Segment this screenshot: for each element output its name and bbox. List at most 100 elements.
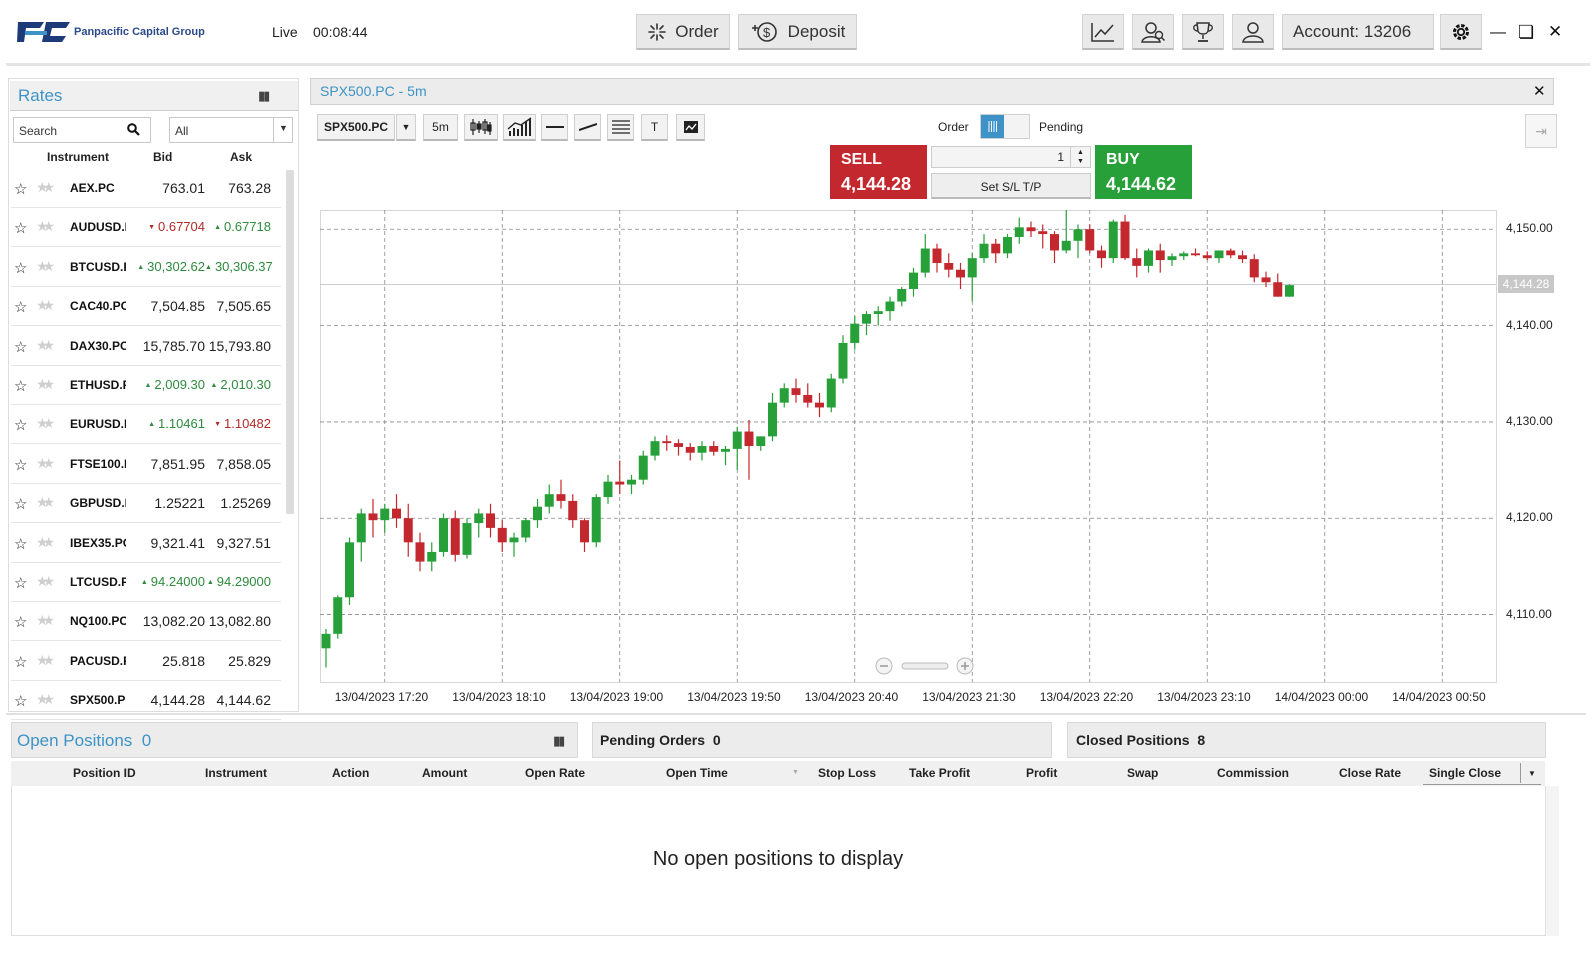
toggle-knob[interactable]	[981, 115, 1004, 138]
close-mode-select[interactable]	[1423, 762, 1541, 785]
symbol-select[interactable]: SPX500.PC	[317, 114, 395, 141]
rates-filter-select[interactable]: All	[169, 117, 293, 143]
alert-icon[interactable]: ★★	[36, 454, 55, 471]
favorite-star-icon[interactable]: ☆	[14, 299, 28, 317]
col-swap[interactable]: Swap	[1127, 766, 1159, 780]
rate-row[interactable]: ☆★★AUDUSD.PC▼0.67704▲0.67718	[11, 208, 281, 248]
symbol-dropdown-icon[interactable]: ▼	[396, 114, 416, 141]
chart-tab[interactable]	[310, 78, 1554, 105]
bid-price[interactable]: 25.818	[129, 653, 205, 669]
col-take-profit[interactable]: Take Profit	[909, 766, 971, 780]
chart-type-button[interactable]	[464, 114, 498, 141]
alert-icon[interactable]: ★★	[36, 257, 55, 274]
rates-scrollbar[interactable]	[286, 170, 294, 514]
account-selector[interactable]: Account: 13206	[1282, 14, 1434, 50]
close-chart-icon[interactable]: ✕	[1533, 83, 1546, 100]
maximize-icon[interactable]: ❏	[1518, 22, 1535, 42]
alert-icon[interactable]: ★★	[36, 651, 55, 668]
rate-row[interactable]: ☆★★ETHUSD.PC▲2,009.30▲2,010.30	[11, 366, 281, 405]
rate-row[interactable]: ☆ ★★ GBPUSD.PC 1.25221 1.25269	[11, 484, 281, 524]
stepper-arrows-icon[interactable]: ▲ ▼	[1070, 147, 1090, 167]
ask-price[interactable]: 1.25269	[205, 495, 271, 511]
bid-price[interactable]: ▲ 1.10461	[129, 416, 205, 431]
zoom-slider[interactable]	[874, 656, 978, 676]
leaderboard-button[interactable]	[1182, 14, 1224, 50]
alert-icon[interactable]: ★★	[36, 612, 55, 629]
deposit-button[interactable]: $ Deposit	[738, 14, 857, 50]
chevron-down-icon[interactable]: ▼	[279, 123, 288, 133]
favorite-star-icon[interactable]: ☆	[14, 535, 28, 553]
alert-icon[interactable]: ★★	[36, 533, 55, 550]
rate-row[interactable]: ☆★★LTCUSD.PC▲94.24000▲94.29000	[11, 563, 281, 602]
pending-orders-tab[interactable]	[592, 722, 1052, 758]
rate-row[interactable]: ☆ ★★ FTSE100.PC 7,851.95 7,858.05	[11, 445, 281, 484]
bid-price[interactable]: 15,785.70	[129, 338, 205, 354]
bid-price[interactable]: 7,851.95	[129, 456, 206, 472]
bid-price[interactable]: ▲ 2,009.30	[129, 377, 205, 392]
alert-icon[interactable]: ★★	[36, 573, 55, 589]
timeframe-button[interactable]: 5m	[423, 114, 458, 141]
chevron-down-icon[interactable]: ▼	[1528, 769, 1536, 778]
ask-price[interactable]: 25.829	[205, 653, 271, 669]
candlestick-chart[interactable]	[320, 210, 1500, 685]
rate-row[interactable]: ☆ ★★ NQ100.PC 13,082.20 13,082.80	[11, 602, 281, 642]
buy-button[interactable]: BUY 4,144.62	[1095, 145, 1192, 199]
favorite-star-icon[interactable]: ☆	[14, 693, 28, 711]
order-button[interactable]: Order	[636, 14, 730, 50]
alert-icon[interactable]: ★★	[36, 179, 55, 195]
ask-price[interactable]: 13,082.80	[205, 613, 271, 629]
horizontal-line-tool[interactable]	[541, 114, 568, 141]
ask-price[interactable]: 4,144.62	[205, 692, 272, 708]
col-stop-loss[interactable]: Stop Loss	[818, 766, 877, 780]
col-profit[interactable]: Profit	[1026, 766, 1058, 780]
community-button[interactable]	[1132, 14, 1174, 50]
charts-button[interactable]	[1082, 14, 1124, 50]
ask-price[interactable]: ▲ 30,306.37	[205, 259, 273, 274]
favorite-star-icon[interactable]: ☆	[14, 456, 28, 474]
ask-price[interactable]: 7,505.65	[205, 298, 272, 314]
ask-price[interactable]: 9,327.51	[205, 535, 272, 551]
favorite-star-icon[interactable]: ☆	[14, 575, 28, 592]
rate-row[interactable]: ☆ ★★ SPX500.PC 4,144.28 4,144.62	[11, 681, 281, 721]
col-position-id[interactable]: Position ID	[73, 766, 136, 780]
col-commission[interactable]: Commission	[1217, 766, 1290, 780]
minimize-icon[interactable]: —	[1490, 24, 1506, 41]
rate-row[interactable]: ☆ ★★ IBEX35.PC 9,321.41 9,327.51	[11, 524, 281, 563]
close-icon[interactable]: ✕	[1548, 22, 1563, 41]
rate-row[interactable]: ☆ ★★ PACUSD.PC 25.818 25.829	[11, 642, 281, 681]
ask-price[interactable]: 7,858.05	[205, 456, 272, 472]
ask-price[interactable]: ▲ 2,010.30	[205, 377, 271, 392]
bid-price[interactable]: ▼ 0.67704	[129, 219, 205, 234]
col-open-time[interactable]: Open Time	[666, 766, 728, 780]
columns-icon[interactable]: ▮▮	[258, 88, 270, 103]
favorite-star-icon[interactable]: ☆	[14, 378, 28, 395]
bid-price[interactable]: 13,082.20	[129, 613, 205, 629]
alert-icon[interactable]: ★★	[36, 494, 55, 511]
bid-price[interactable]: 9,321.41	[129, 535, 206, 551]
quantity-stepper[interactable]: 1	[931, 146, 1091, 168]
text-tool[interactable]: T	[641, 114, 668, 141]
ask-price[interactable]: 763.28	[205, 180, 271, 196]
col-instrument[interactable]: Instrument	[205, 766, 268, 780]
alert-icon[interactable]: ★★	[36, 336, 55, 353]
set-sl-tp-button[interactable]: Set S/L T/P	[931, 173, 1091, 199]
settings-button[interactable]	[1440, 14, 1482, 50]
sell-button[interactable]: SELL 4,144.28	[830, 145, 927, 199]
alert-icon[interactable]: ★★	[36, 376, 55, 392]
bid-price[interactable]: 1.25221	[129, 495, 205, 511]
snapshot-tool[interactable]	[676, 114, 705, 141]
bid-price[interactable]: 7,504.85	[129, 298, 206, 314]
favorite-star-icon[interactable]: ☆	[14, 259, 28, 277]
favorite-star-icon[interactable]: ☆	[14, 496, 28, 514]
favorite-star-icon[interactable]: ☆	[14, 220, 28, 238]
favorite-star-icon[interactable]: ☆	[14, 653, 28, 671]
col-amount[interactable]: Amount	[422, 766, 468, 780]
rate-row[interactable]: ☆★★BTCUSD.PC▲30,302.62▲30,306.37	[11, 248, 281, 287]
indicators-button[interactable]	[503, 114, 536, 141]
favorite-star-icon[interactable]: ☆	[14, 181, 28, 198]
bid-price[interactable]: 4,144.28	[129, 692, 206, 708]
open-positions-tab[interactable]	[11, 722, 578, 758]
bid-price[interactable]: ▲ 94.24000	[129, 574, 205, 589]
rate-row[interactable]: ☆ ★★ AEX.PC 763.01 763.28	[11, 169, 281, 208]
col-action[interactable]: Action	[332, 766, 370, 780]
